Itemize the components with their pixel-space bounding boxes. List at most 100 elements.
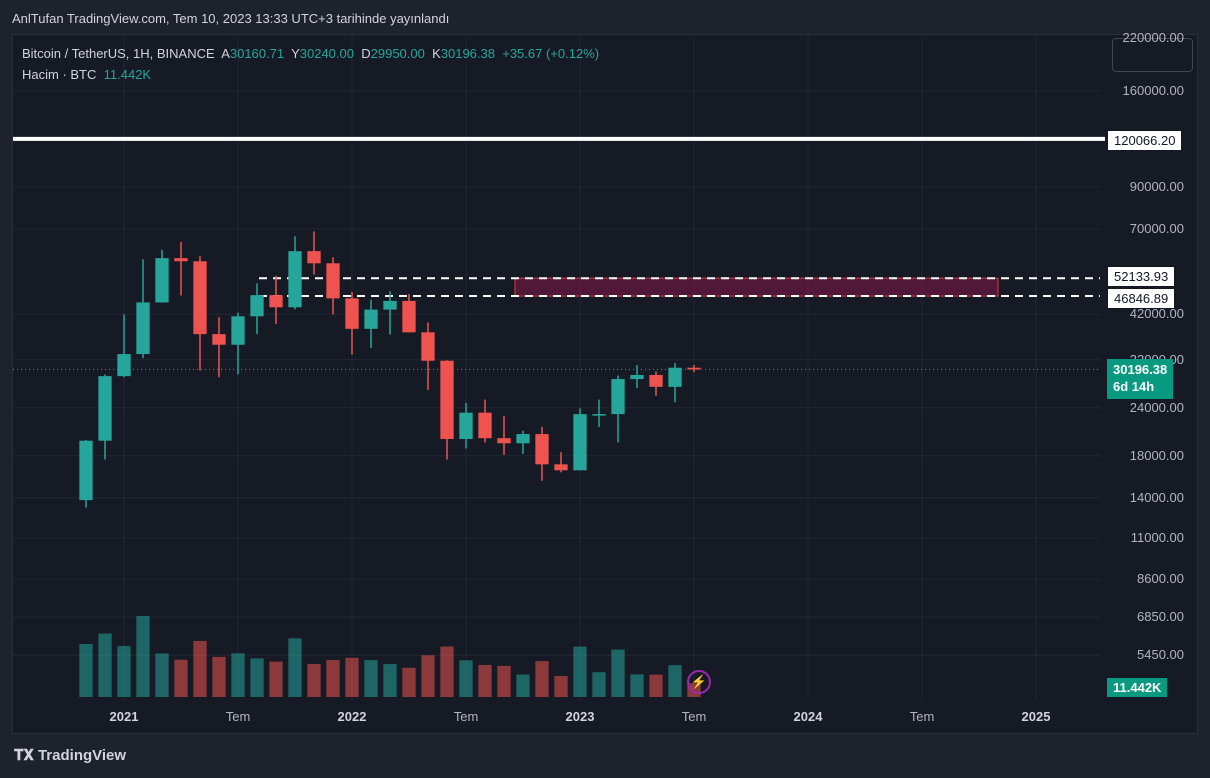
candle-body — [535, 434, 549, 465]
zone-low-tag: 46846.89 — [1107, 288, 1176, 309]
lightning-icon[interactable]: ⚡ — [687, 670, 711, 694]
candle-body — [573, 414, 587, 471]
candle-body — [649, 374, 663, 387]
candle-body — [497, 438, 511, 444]
time-tick-label: Tem — [681, 709, 707, 724]
low-label: D — [361, 46, 371, 61]
candle-body — [98, 376, 112, 441]
volume-bar — [117, 646, 131, 697]
volume-bar — [554, 675, 568, 697]
publish-info: AnlTufan TradingView.com, Tem 10, 2023 1… — [12, 11, 450, 26]
candle-body — [155, 258, 169, 303]
volume-bar — [231, 653, 245, 697]
price-tick-label: 11000.00 — [1130, 530, 1184, 545]
price-tick-label: 70000.00 — [1129, 221, 1184, 236]
candle-body — [117, 354, 131, 377]
candle-body — [345, 298, 359, 329]
volume-bar — [383, 664, 397, 697]
price-tick-label: 14000.00 — [1129, 489, 1184, 505]
candle-body — [611, 379, 625, 415]
price-tick-label: 24000.00 — [1129, 399, 1184, 415]
candle-body — [687, 367, 701, 370]
volume-bar — [592, 672, 606, 697]
time-tick-label: Tem — [909, 709, 935, 724]
volume-bar — [345, 657, 359, 697]
volume-bar — [668, 665, 682, 697]
price-tick-label: 220000.00 — [1122, 29, 1184, 45]
current-price: 30196.38 — [1113, 362, 1168, 377]
candle-body — [231, 316, 245, 345]
volume-bar — [136, 616, 150, 697]
candle-body — [516, 434, 530, 444]
tradingview-logo: 𝐓𝐗 TradingView — [14, 747, 126, 764]
volume-bar — [269, 661, 283, 697]
candle-body — [174, 258, 188, 262]
candle-body — [288, 251, 302, 308]
volume-bar — [79, 643, 93, 697]
candle-body — [307, 251, 321, 264]
volume-bar — [459, 660, 473, 697]
scale-settings-button[interactable] — [1112, 38, 1193, 72]
price-tick-label: 6850.00 — [1137, 609, 1184, 625]
volume-bar — [535, 661, 549, 697]
candle-body — [193, 261, 207, 335]
candle-body — [668, 367, 682, 387]
volume-bar — [573, 646, 587, 697]
time-tick-label: 2025 — [1021, 709, 1051, 724]
symbol-name: Bitcoin / TetherUS, 1H, BINANCE — [22, 46, 215, 61]
candle-body — [440, 360, 454, 440]
volume-bar — [402, 667, 416, 697]
volume-bar — [364, 660, 378, 697]
open-label: A — [221, 46, 230, 61]
price-tick-label: 90000.00 — [1129, 179, 1184, 195]
change-value: +35.67 (+0.12%) — [502, 46, 600, 61]
price-tick-label: 5450.00 — [1137, 647, 1184, 663]
volume-bar — [212, 656, 226, 697]
volume-tag: 11.442K — [1107, 678, 1168, 697]
volume-bar — [193, 640, 207, 697]
resistance-zone — [514, 277, 999, 297]
price-tick-label: 18000.00 — [1129, 447, 1184, 463]
volume-bar — [307, 663, 321, 697]
volume-label: Hacim · BTC — [22, 67, 97, 82]
high-label: Y — [291, 46, 300, 61]
volume-bar — [440, 646, 454, 697]
open-value: 30160.71 — [229, 46, 285, 61]
tv-icon: 𝐓𝐗 — [14, 747, 34, 764]
brand-name: TradingView — [37, 747, 127, 764]
time-tick-label: 2021 — [109, 709, 139, 724]
close-label: K — [432, 46, 441, 61]
volume-bar — [630, 674, 644, 697]
candle-body — [79, 440, 93, 501]
current-price-tag: 30196.38 6d 14h — [1107, 359, 1174, 399]
volume-legend: Hacim · BTC 11.442K — [22, 67, 151, 82]
line-price-tag: 120066.20 — [1107, 130, 1183, 151]
volume-bar — [98, 633, 112, 697]
time-tick-label: Tem — [453, 709, 479, 724]
zone-high-tag: 52133.93 — [1107, 266, 1176, 287]
volume-bar — [250, 658, 264, 697]
symbol-legend: Bitcoin / TetherUS, 1H, BINANCE A30160.7… — [22, 46, 599, 61]
candle-body — [592, 414, 606, 416]
volume-bar — [155, 653, 169, 697]
volume-bar — [174, 659, 188, 697]
countdown: 6d 14h — [1113, 379, 1155, 394]
candle-body — [364, 309, 378, 329]
candle-body — [212, 334, 226, 345]
candle-body — [478, 412, 492, 439]
candle-body — [554, 464, 568, 471]
candle-body — [421, 332, 435, 361]
volume-bar — [421, 655, 435, 697]
candle-body — [383, 300, 397, 310]
time-tick-label: Tem — [225, 709, 251, 724]
candle-body — [136, 302, 150, 355]
candle-body — [630, 374, 644, 380]
volume-bar — [611, 649, 625, 697]
time-tick-label: 2022 — [337, 709, 367, 724]
time-tick-label: 2023 — [565, 709, 595, 724]
candle-body — [402, 300, 416, 333]
price-tick-label: 42000.00 — [1129, 306, 1184, 322]
candle-body — [269, 295, 283, 308]
volume-bar — [288, 638, 302, 697]
